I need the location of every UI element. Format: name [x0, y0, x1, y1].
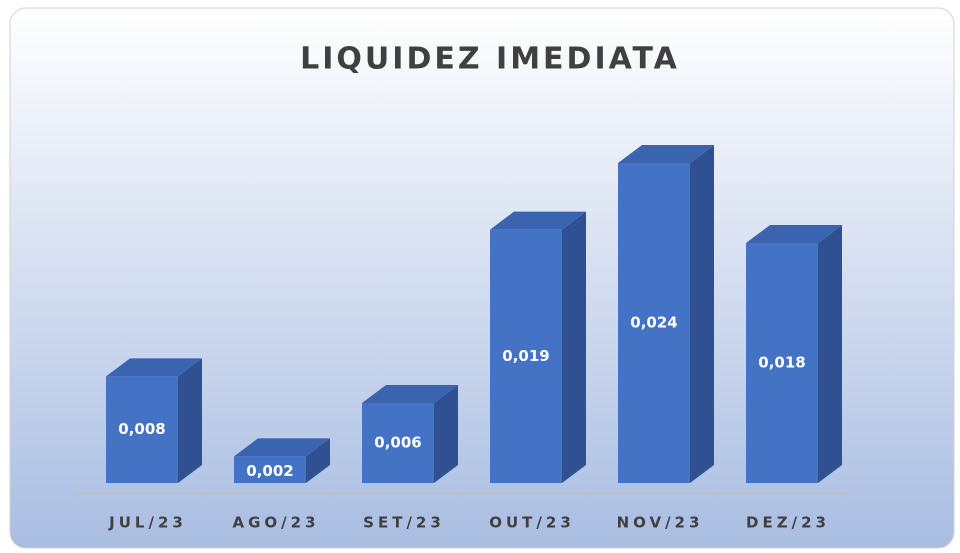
bar-top — [362, 385, 458, 403]
bar — [362, 403, 434, 483]
bar — [234, 456, 306, 483]
bar-side — [690, 145, 714, 483]
bar-top — [618, 145, 714, 163]
bar-side — [434, 385, 458, 483]
x-tick-label: JUL/23 — [108, 514, 187, 532]
x-tick-label: OUT/23 — [489, 514, 575, 532]
bar-top — [234, 438, 330, 457]
x-tick-label: AGO/23 — [232, 514, 319, 532]
bar-top — [490, 211, 586, 230]
x-tick-label: NOV/23 — [617, 514, 704, 532]
bar-top — [106, 358, 202, 377]
data-label: 0,018 — [758, 354, 805, 372]
chart-background — [9, 7, 955, 549]
bar — [746, 243, 818, 483]
data-label: 0,019 — [502, 347, 549, 365]
data-label: 0,024 — [630, 314, 677, 332]
bar-side — [178, 358, 202, 483]
data-label: 0,006 — [374, 434, 421, 452]
bar — [618, 163, 690, 483]
bar-top — [746, 225, 842, 243]
chart-title: LIQUIDEZ IMEDIATA — [300, 42, 680, 77]
data-label: 0,008 — [118, 420, 165, 438]
x-tick-label: DEZ/23 — [746, 514, 830, 532]
x-tick-label: SET/23 — [363, 514, 445, 532]
bar-side — [562, 211, 586, 483]
bar-side — [818, 225, 842, 483]
bar — [490, 229, 562, 483]
data-label: 0,002 — [246, 462, 293, 480]
bar — [106, 376, 178, 483]
bar-side — [306, 438, 330, 483]
